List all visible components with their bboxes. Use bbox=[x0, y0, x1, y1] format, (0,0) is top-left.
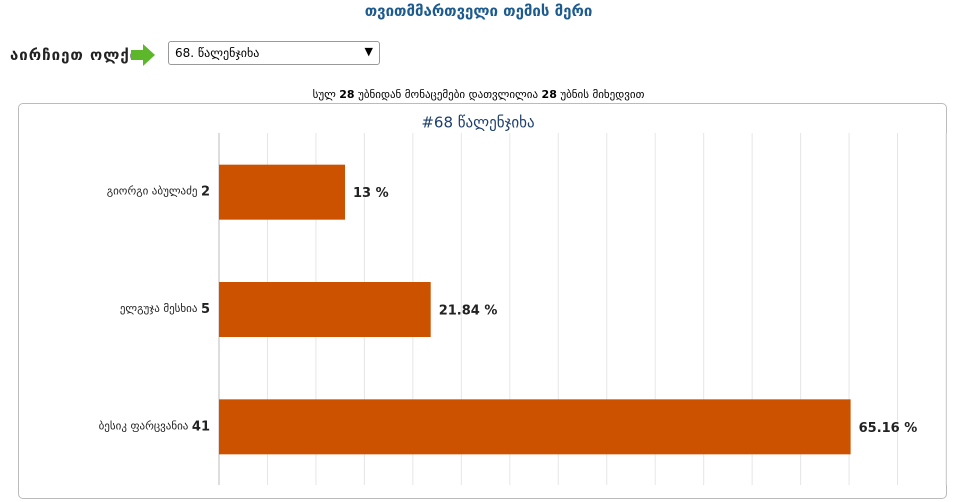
select-arrow: ▼ bbox=[364, 45, 373, 58]
candidate-number: 2 bbox=[201, 184, 210, 199]
candidate-number: 5 bbox=[201, 302, 210, 317]
summary-text: უბნის მიხედვით bbox=[560, 88, 645, 101]
chart-title: #68 წალენჯიხა bbox=[421, 114, 534, 132]
summary-number: 28 bbox=[541, 88, 557, 101]
category-label: გიორგი აბულაძე 2 bbox=[107, 184, 210, 199]
candidate-number: 41 bbox=[192, 419, 210, 434]
district-select[interactable]: 68. წალენჯიხა ▼ bbox=[168, 41, 380, 65]
summary: სულ 28 უბნიდან მონაცემები დათვლილია 28 უ… bbox=[0, 88, 957, 101]
summary-number: 28 bbox=[339, 88, 355, 101]
candidate-name: ელგუჯა მესხია bbox=[120, 302, 198, 315]
bar bbox=[219, 399, 851, 455]
arrow-icon bbox=[131, 44, 155, 66]
select-value: 68. წალენჯიხა bbox=[175, 46, 260, 60]
candidate-name: ბესიკ ფარცვანია bbox=[99, 419, 189, 432]
category-label: ელგუჯა მესხია 5 bbox=[120, 302, 210, 317]
value-label: 65.16 % bbox=[859, 421, 918, 436]
candidate-name: გიორგი აბულაძე bbox=[107, 185, 198, 198]
selector-label: აირჩიეთ ოლქი bbox=[10, 46, 140, 64]
value-label: 21.84 % bbox=[439, 304, 498, 319]
summary-text: სულ bbox=[312, 88, 336, 101]
value-label: 13 % bbox=[353, 186, 389, 201]
summary-text: უბნიდან მონაცემები დათვლილია bbox=[358, 88, 539, 101]
bar bbox=[219, 282, 431, 337]
category-label: ბესიკ ფარცვანია 41 bbox=[99, 419, 210, 434]
bar bbox=[219, 164, 346, 220]
page-title: თვითმმართველი თემის მერი bbox=[364, 2, 593, 20]
